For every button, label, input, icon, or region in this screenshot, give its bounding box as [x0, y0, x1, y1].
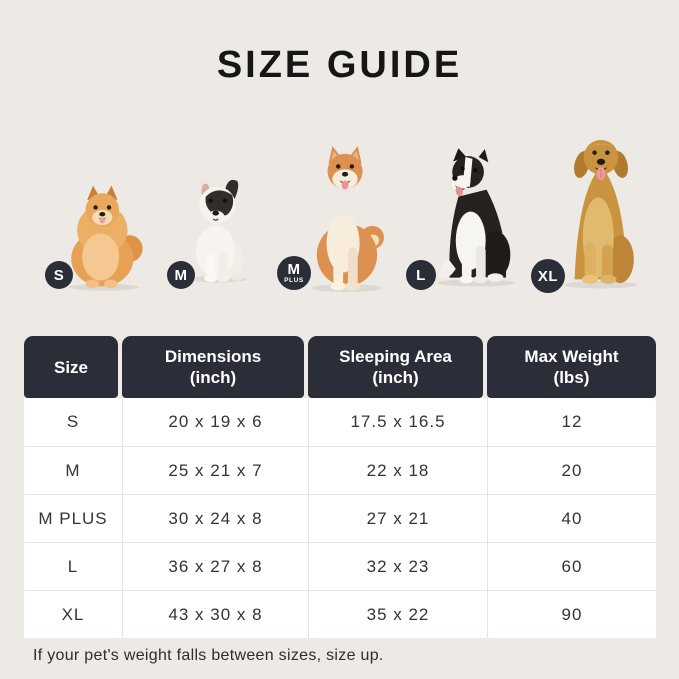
golden-retriever-illustration	[564, 139, 638, 289]
header-sleeping-area-line1: Sleeping Area	[339, 347, 452, 366]
table-cell-max-weight-xl: 90	[487, 590, 656, 638]
size-table-body: S 20 x 19 x 6 17.5 x 16.5 12 M 25 x 21 x…	[24, 398, 656, 638]
header-cell-size: Size	[24, 336, 118, 398]
size-badge-xl: XL	[531, 259, 565, 293]
page-title: SIZE GUIDE	[216, 44, 463, 86]
header-cell-sleeping-area: Sleeping Area (inch)	[308, 336, 483, 398]
header-max-weight-line1: Max Weight	[524, 347, 619, 366]
dog-shiba-inu-image	[308, 146, 386, 292]
size-badge-s: S	[45, 261, 73, 289]
table-cell-sleeping-area-s: 17.5 x 16.5	[308, 398, 487, 446]
size-badge-xl-label: XL	[537, 267, 559, 285]
header-max-weight-line2: (lbs)	[553, 368, 590, 387]
size-badge-m-plus-sublabel: PLUS	[284, 277, 304, 284]
table-cell-dimensions-m-plus: 30 x 24 x 8	[122, 494, 308, 542]
dog-pomeranian-image	[62, 181, 146, 291]
french-bulldog-illustration	[190, 179, 248, 283]
table-cell-max-weight-m-plus: 40	[487, 494, 656, 542]
table-cell-size-m: M	[24, 446, 122, 494]
size-badge-m-label: M	[174, 266, 188, 284]
border-collie-illustration	[437, 148, 515, 287]
shiba-inu-illustration	[311, 146, 384, 292]
table-cell-size-m-plus: M PLUS	[24, 494, 122, 542]
table-cell-sleeping-area-xl: 35 x 22	[308, 590, 487, 638]
size-badge-l: L	[406, 260, 436, 290]
size-badge-l-label: L	[416, 266, 426, 284]
header-dimensions-line2: (inch)	[189, 368, 237, 387]
table-cell-size-xl: XL	[24, 590, 122, 638]
header-sleeping-area-line2: (inch)	[372, 368, 419, 387]
pomeranian-illustration	[68, 185, 143, 291]
table-cell-max-weight-l: 60	[487, 542, 656, 590]
size-badge-m-plus-label: M	[287, 260, 301, 278]
table-cell-sleeping-area-m-plus: 27 x 21	[308, 494, 487, 542]
size-badge-m: M	[167, 261, 195, 289]
table-cell-max-weight-s: 12	[487, 398, 656, 446]
header-dimensions-line1: Dimensions	[164, 347, 262, 366]
dog-border-collie-image	[432, 138, 520, 294]
table-cell-sleeping-area-l: 32 x 23	[308, 542, 487, 590]
size-badge-m-plus: M PLUS	[277, 256, 311, 290]
table-cell-dimensions-xl: 43 x 30 x 8	[122, 590, 308, 638]
table-cell-size-l: L	[24, 542, 122, 590]
header-cell-max-weight: Max Weight (lbs)	[487, 336, 656, 398]
header-size-line1: Size	[53, 357, 89, 377]
table-cell-dimensions-l: 36 x 27 x 8	[122, 542, 308, 590]
size-badge-s-label: S	[53, 266, 65, 284]
table-cell-max-weight-m: 20	[487, 446, 656, 494]
dog-golden-retriever-image	[560, 128, 642, 294]
header-cell-dimensions: Dimensions (inch)	[122, 336, 304, 398]
dog-french-bulldog-image	[186, 162, 252, 294]
footnote-text: If your pet's weight falls between sizes…	[33, 647, 384, 664]
size-table: Size Dimensions (inch) Sleeping Area (in…	[24, 336, 656, 638]
table-cell-size-s: S	[24, 398, 122, 446]
size-table-header-row: Size Dimensions (inch) Sleeping Area (in…	[24, 336, 656, 398]
table-cell-dimensions-m: 25 x 21 x 7	[122, 446, 308, 494]
table-cell-sleeping-area-m: 22 x 18	[308, 446, 487, 494]
table-cell-dimensions-s: 20 x 19 x 6	[122, 398, 308, 446]
